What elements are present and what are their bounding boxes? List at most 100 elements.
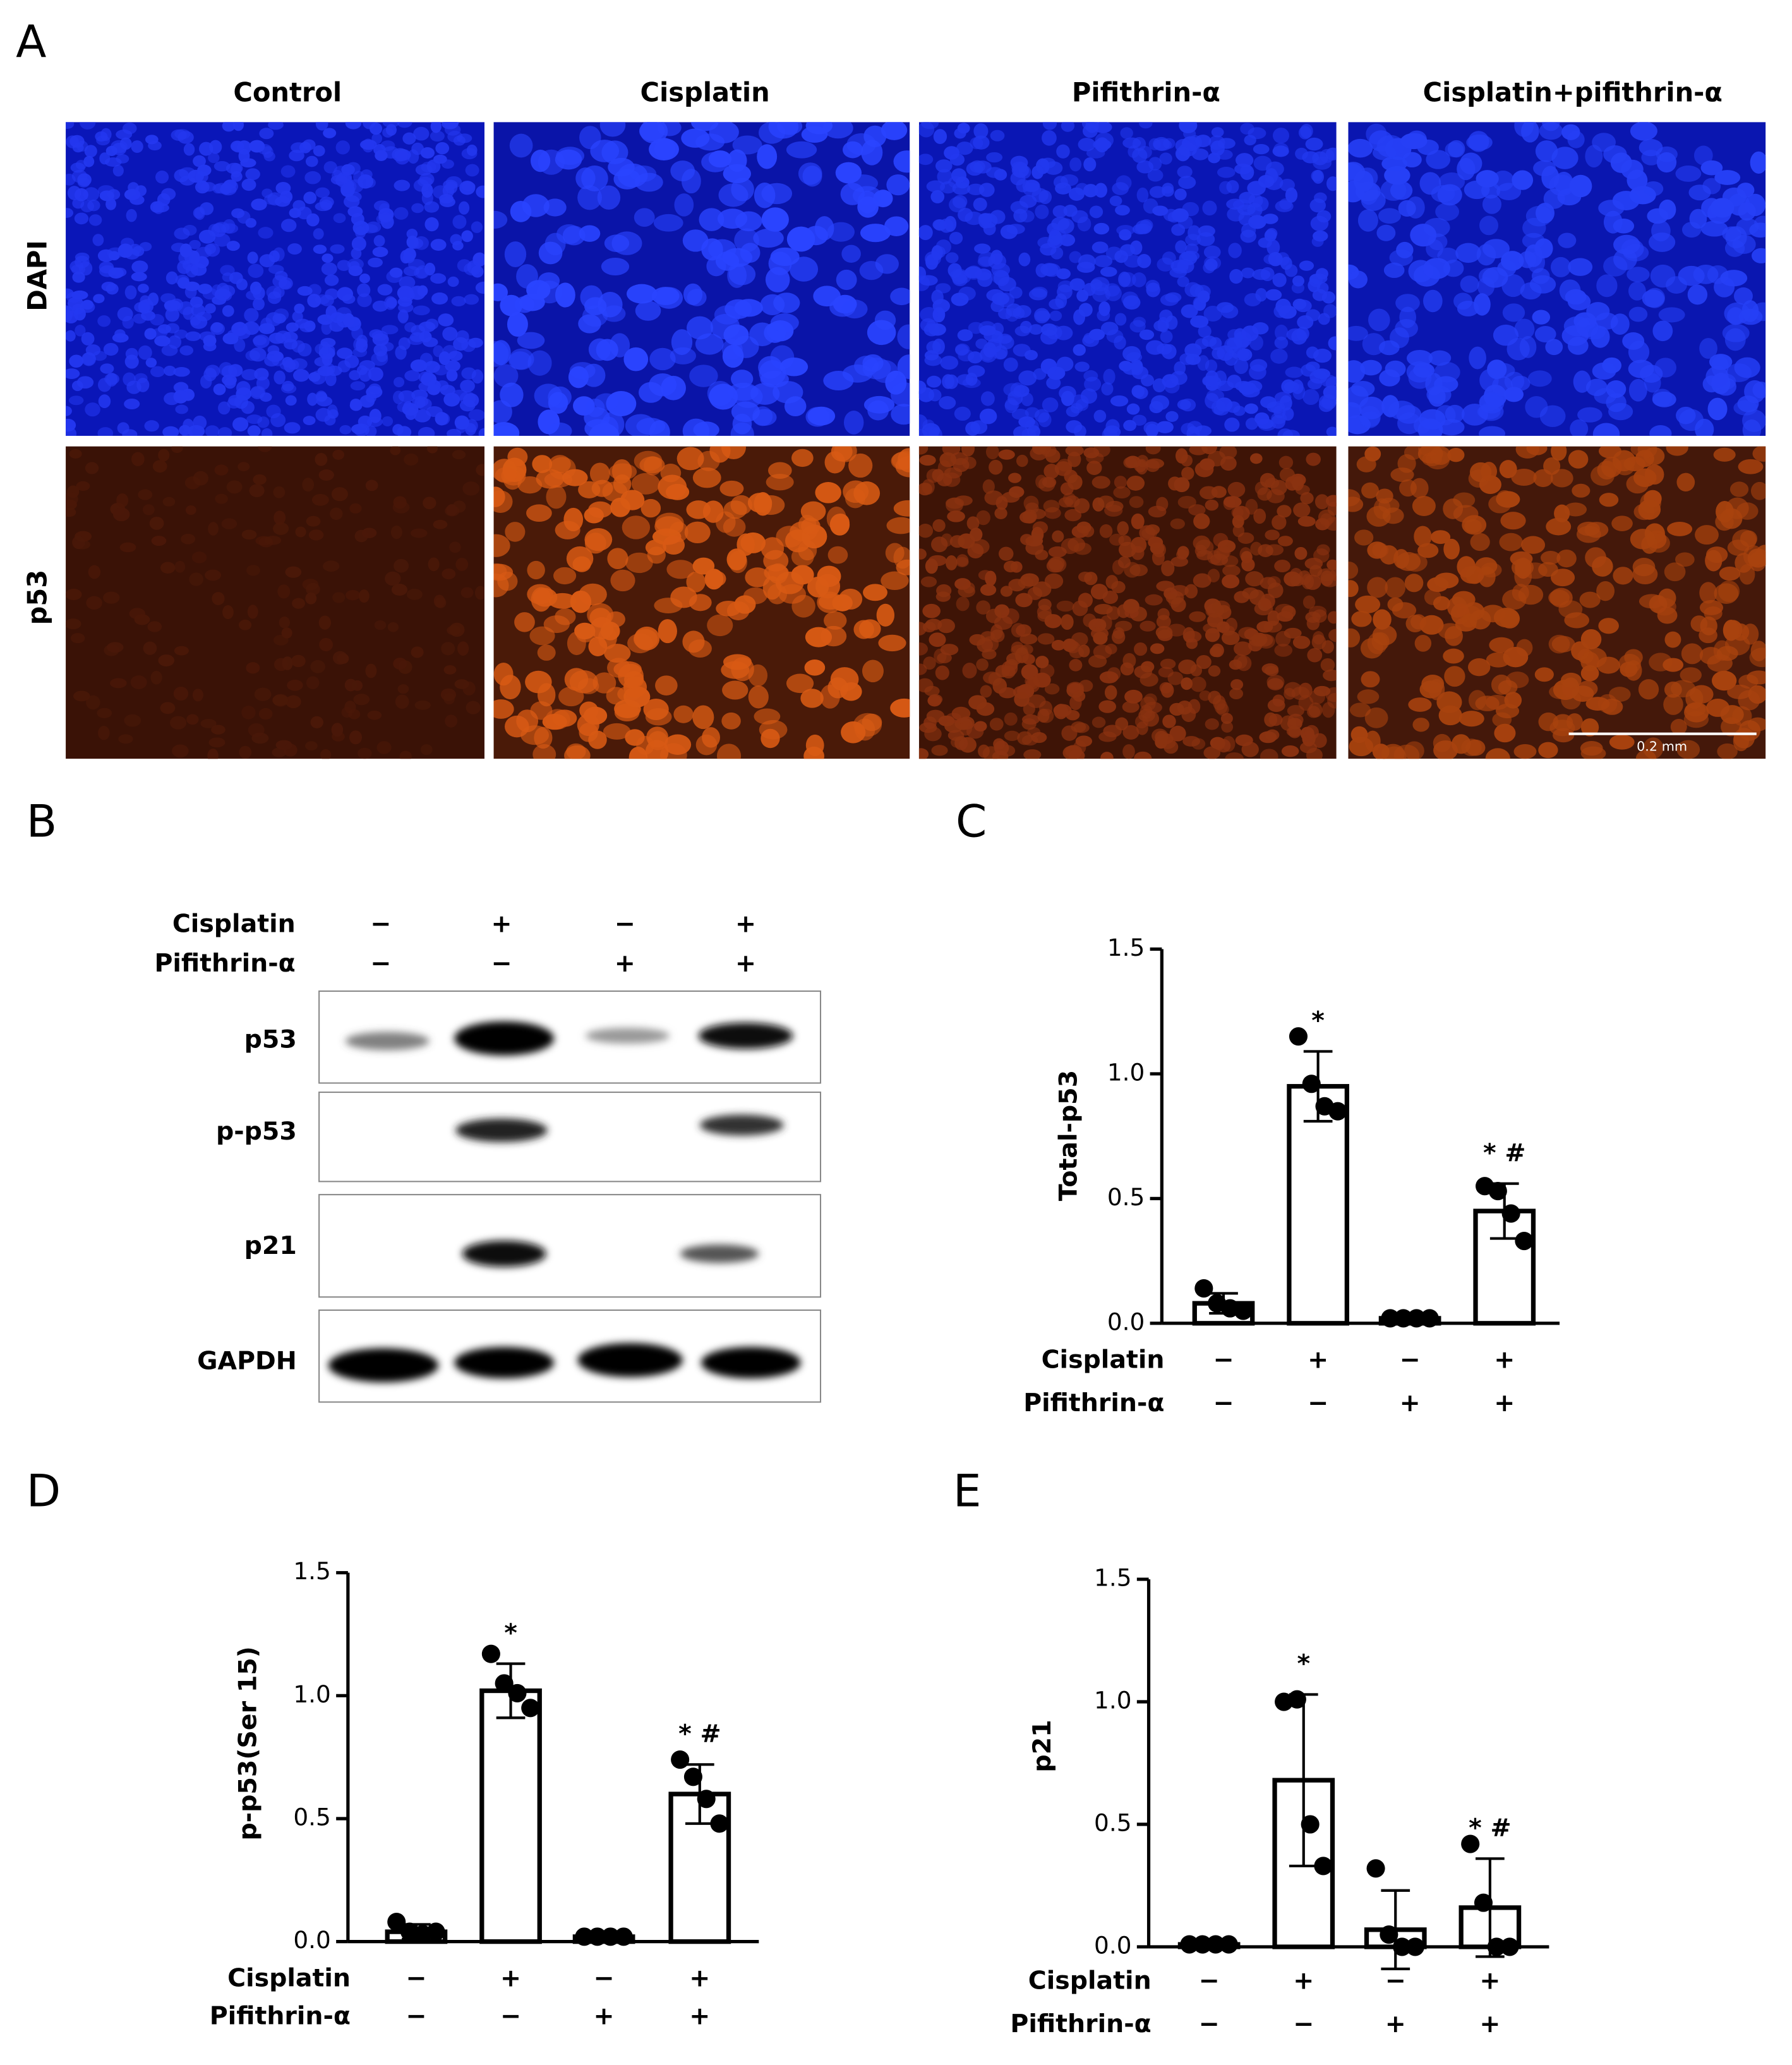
nucleus	[1457, 556, 1476, 578]
nucleus	[1558, 600, 1583, 618]
nucleus	[747, 493, 773, 513]
nucleus	[1638, 679, 1659, 700]
nucleus	[726, 548, 747, 570]
treatment-label: Cisplatin	[172, 910, 296, 939]
nucleus	[1126, 476, 1145, 491]
nucleus	[1010, 155, 1028, 170]
nucleus	[658, 619, 677, 644]
nucleus	[1419, 615, 1444, 635]
nucleus	[804, 659, 826, 676]
nucleus	[1156, 421, 1174, 433]
nucleus	[1274, 644, 1293, 657]
nucleus	[414, 409, 431, 423]
data-point	[1380, 1925, 1398, 1944]
nucleus	[1056, 600, 1074, 612]
nucleus	[1139, 329, 1155, 340]
nucleus	[307, 392, 318, 406]
nucleus	[200, 202, 214, 215]
nucleus	[446, 369, 458, 382]
nucleus	[748, 685, 769, 709]
nucleus	[1213, 737, 1225, 750]
nucleus	[574, 622, 596, 640]
nucleus	[1664, 631, 1681, 648]
nucleus	[1681, 643, 1704, 665]
nucleus	[1153, 139, 1172, 151]
nucleus	[978, 321, 996, 335]
nucleus	[1577, 407, 1603, 423]
nucleus	[172, 744, 189, 758]
nucleus	[1445, 404, 1465, 423]
nucleus	[66, 122, 75, 129]
nucleus	[227, 398, 241, 409]
nucleus	[364, 425, 377, 436]
nucleus	[332, 592, 346, 603]
nucleus	[445, 360, 460, 372]
nucleus	[1603, 210, 1623, 234]
data-point	[1501, 1204, 1520, 1223]
nucleus	[222, 605, 234, 620]
nucleus	[947, 510, 965, 522]
nucleus	[1041, 323, 1057, 336]
nucleus	[445, 181, 458, 194]
nucleus	[1354, 171, 1374, 192]
nucleus	[1406, 361, 1433, 383]
nucleus	[306, 676, 320, 689]
nucleus	[368, 383, 382, 395]
nucleus	[1232, 524, 1244, 538]
nucleus	[66, 618, 81, 630]
nucleus	[1493, 324, 1519, 346]
nucleus	[1404, 741, 1424, 759]
nucleus	[534, 383, 563, 408]
nucleus	[69, 354, 84, 368]
nucleus	[350, 381, 366, 391]
nucleus	[918, 524, 934, 538]
nucleus	[461, 230, 473, 243]
sign: −	[1213, 1346, 1234, 1375]
nucleus	[398, 390, 416, 402]
nucleus	[1192, 148, 1209, 160]
nucleus	[1268, 713, 1283, 726]
nucleus	[158, 449, 170, 462]
nucleus	[1550, 256, 1571, 277]
nucleus	[638, 382, 664, 403]
nucleus	[243, 321, 260, 335]
nucleus	[181, 533, 196, 545]
nucleus	[562, 226, 586, 246]
nucleus	[1217, 167, 1236, 178]
nucleus	[590, 617, 614, 640]
nucleus	[1349, 702, 1371, 718]
nucleus	[1105, 419, 1120, 434]
nucleus	[926, 709, 945, 723]
nucleus	[104, 157, 122, 167]
sign: +	[1479, 2009, 1500, 2038]
nucleus	[124, 285, 137, 300]
nucleus	[1134, 751, 1152, 759]
nucleus	[599, 122, 626, 137]
nucleus	[345, 122, 362, 129]
sign: +	[594, 2002, 615, 2031]
nucleus	[1121, 291, 1139, 307]
micrograph	[66, 122, 484, 436]
nucleus	[1051, 639, 1066, 651]
nucleus	[1293, 502, 1311, 518]
nucleus	[449, 541, 461, 553]
nucleus	[86, 695, 100, 710]
nucleus	[1570, 419, 1589, 436]
nucleus	[317, 366, 334, 376]
nucleus	[1245, 498, 1258, 515]
nucleus	[241, 369, 258, 381]
nucleus	[285, 395, 297, 406]
nucleus	[918, 748, 929, 759]
nucleus	[1073, 690, 1086, 702]
nucleus	[119, 542, 136, 553]
nucleus	[1245, 571, 1264, 587]
nucleus	[1040, 358, 1057, 375]
nucleus	[588, 501, 613, 518]
nucleus	[305, 741, 318, 751]
nucleus	[367, 710, 382, 720]
nucleus	[1561, 325, 1589, 346]
nucleus	[1515, 446, 1539, 459]
nucleus	[1630, 529, 1656, 550]
nucleus	[1443, 648, 1464, 664]
nucleus	[1149, 400, 1164, 414]
